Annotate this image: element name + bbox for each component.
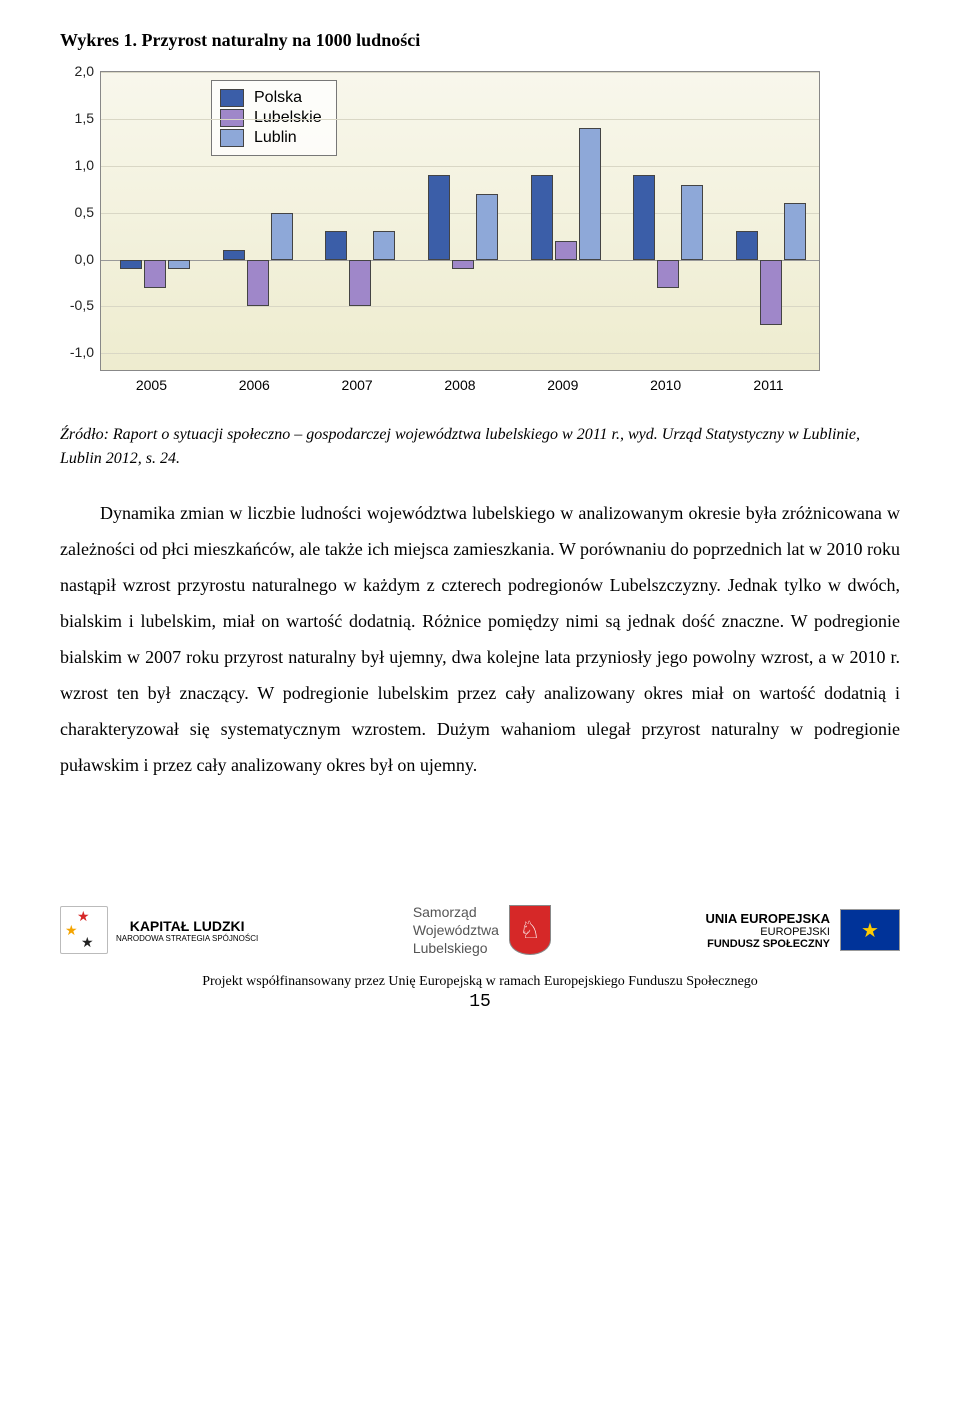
y-tick-label: 1,0 <box>75 157 94 173</box>
bar <box>633 175 655 259</box>
x-axis: 2005 2006 2007 2008 2009 2010 2011 <box>100 377 820 393</box>
kl-subtitle: NARODOWA STRATEGIA SPÓJNOŚCI <box>116 934 258 943</box>
x-tick-label: 2007 <box>317 377 397 393</box>
eu-sub2: FUNDUSZ SPOŁECZNY <box>706 938 830 950</box>
bar-group <box>317 72 397 370</box>
bar <box>760 260 782 326</box>
bar <box>428 175 450 259</box>
bar <box>531 175 553 259</box>
bar <box>271 213 293 260</box>
x-tick-label: 2006 <box>214 377 294 393</box>
y-axis: 2,01,51,00,50,0-0,5-1,0 <box>60 71 100 371</box>
samorzad-line2: Województwa <box>413 921 499 939</box>
chart-title: Wykres 1. Przyrost naturalny na 1000 lud… <box>60 30 900 51</box>
bar-group <box>420 72 500 370</box>
bar <box>144 260 166 288</box>
samorzad-line1: Samorząd <box>413 903 499 921</box>
bar <box>657 260 679 288</box>
bar-group <box>215 72 295 370</box>
body-paragraph: Dynamika zmian w liczbie ludności wojewó… <box>60 495 900 783</box>
x-tick-label: 2011 <box>728 377 808 393</box>
bar <box>555 241 577 260</box>
bar-group <box>523 72 603 370</box>
bar <box>784 203 806 259</box>
page-footer: ★ ★ ★ KAPITAŁ LUDZKI NARODOWA STRATEGIA … <box>60 903 900 1012</box>
bar <box>579 128 601 259</box>
eu-logo: UNIA EUROPEJSKA EUROPEJSKI FUNDUSZ SPOŁE… <box>706 909 900 951</box>
samorzad-line3: Lubelskiego <box>413 939 499 957</box>
footer-logos: ★ ★ ★ KAPITAŁ LUDZKI NARODOWA STRATEGIA … <box>60 903 900 958</box>
y-tick-label: 0,5 <box>75 204 94 220</box>
eu-flag-icon: ★ <box>840 909 900 951</box>
y-tick-label: 1,5 <box>75 110 94 126</box>
bar-group <box>728 72 808 370</box>
chart-container: 2,01,51,00,50,0-0,5-1,0 PolskaLubelskieL… <box>60 71 820 393</box>
bar-group <box>112 72 192 370</box>
samorzad-logo: Samorząd Województwa Lubelskiego ♘ <box>413 903 551 958</box>
footer-cofinance-line: Projekt współfinansowany przez Unię Euro… <box>60 974 900 990</box>
x-tick-label: 2010 <box>626 377 706 393</box>
bar <box>120 260 142 269</box>
page-number: 15 <box>60 992 900 1012</box>
y-tick-label: 0,0 <box>75 251 94 267</box>
plot-area: PolskaLubelskieLublin <box>100 71 820 371</box>
eu-sub1: EUROPEJSKI <box>706 926 830 938</box>
y-tick-label: -0,5 <box>70 297 94 313</box>
kl-title: KAPITAŁ LUDZKI <box>116 918 258 934</box>
bar <box>452 260 474 269</box>
bar <box>223 250 245 259</box>
kapital-ludzki-logo: ★ ★ ★ KAPITAŁ LUDZKI NARODOWA STRATEGIA … <box>60 906 258 954</box>
x-tick-label: 2005 <box>111 377 191 393</box>
x-tick-label: 2009 <box>523 377 603 393</box>
bar <box>681 185 703 260</box>
bar <box>325 231 347 259</box>
x-tick-label: 2008 <box>420 377 500 393</box>
bar-group <box>625 72 705 370</box>
eu-title: UNIA EUROPEJSKA <box>706 911 830 926</box>
kl-icon: ★ ★ ★ <box>60 906 108 954</box>
bar <box>168 260 190 269</box>
bar <box>247 260 269 307</box>
bar <box>736 231 758 259</box>
bar <box>373 231 395 259</box>
chart-source: Źródło: Raport o sytuacji społeczno – go… <box>60 423 900 471</box>
bar <box>349 260 371 307</box>
y-tick-label: -1,0 <box>70 344 94 360</box>
bar <box>476 194 498 260</box>
shield-icon: ♘ <box>509 905 551 955</box>
y-tick-label: 2,0 <box>75 63 94 79</box>
